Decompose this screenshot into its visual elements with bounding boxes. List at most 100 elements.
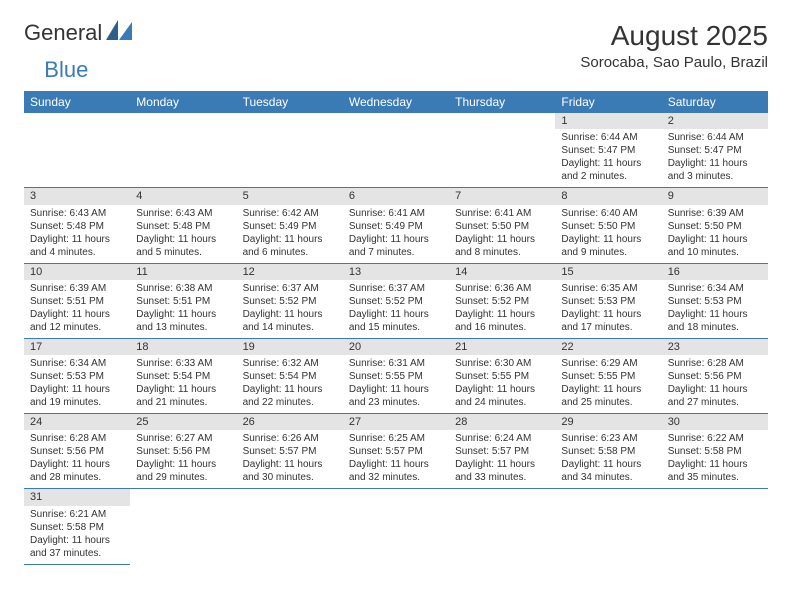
calendar-head: SundayMondayTuesdayWednesdayThursdayFrid… (24, 91, 768, 113)
calendar-cell: 5Sunrise: 6:42 AMSunset: 5:49 PMDaylight… (237, 188, 343, 263)
sunset-label: Sunset: (243, 296, 277, 307)
day-details: Sunrise: 6:37 AMSunset: 5:52 PMDaylight:… (343, 280, 449, 338)
day-number: 18 (130, 339, 236, 355)
sunrise-value: 6:36 AM (495, 283, 532, 294)
title-block: August 2025 Sorocaba, Sao Paulo, Brazil (580, 20, 768, 71)
sunrise-label: Sunrise: (668, 132, 705, 143)
daylight-label: Daylight: (668, 234, 707, 245)
calendar-cell: 2Sunrise: 6:44 AMSunset: 5:47 PMDaylight… (662, 113, 768, 188)
sunrise-value: 6:24 AM (495, 433, 532, 444)
calendar-body: 1Sunrise: 6:44 AMSunset: 5:47 PMDaylight… (24, 113, 768, 564)
daylight-label: Daylight: (30, 535, 69, 546)
day-details: Sunrise: 6:23 AMSunset: 5:58 PMDaylight:… (555, 430, 661, 488)
day-details: Sunrise: 6:41 AMSunset: 5:50 PMDaylight:… (449, 205, 555, 263)
sunrise-value: 6:23 AM (601, 433, 638, 444)
daylight-label: Daylight: (136, 384, 175, 395)
day-number: 3 (24, 188, 130, 204)
sunset-value: 5:58 PM (598, 446, 635, 457)
sunrise-label: Sunrise: (136, 283, 173, 294)
day-number: 17 (24, 339, 130, 355)
day-details: Sunrise: 6:28 AMSunset: 5:56 PMDaylight:… (662, 355, 768, 413)
calendar-cell: 12Sunrise: 6:37 AMSunset: 5:52 PMDayligh… (237, 263, 343, 338)
day-number: 26 (237, 414, 343, 430)
sunset-value: 5:53 PM (598, 296, 635, 307)
sunset-label: Sunset: (455, 296, 489, 307)
daylight-label: Daylight: (30, 234, 69, 245)
calendar-cell: 15Sunrise: 6:35 AMSunset: 5:53 PMDayligh… (555, 263, 661, 338)
daylight-label: Daylight: (561, 234, 600, 245)
dow-header: Friday (555, 91, 661, 113)
day-number: 10 (24, 264, 130, 280)
dow-header: Tuesday (237, 91, 343, 113)
day-details: Sunrise: 6:32 AMSunset: 5:54 PMDaylight:… (237, 355, 343, 413)
sunrise-label: Sunrise: (455, 433, 492, 444)
day-details: Sunrise: 6:26 AMSunset: 5:57 PMDaylight:… (237, 430, 343, 488)
day-number: 24 (24, 414, 130, 430)
sunrise-value: 6:43 AM (176, 208, 213, 219)
day-number: 29 (555, 414, 661, 430)
day-details: Sunrise: 6:34 AMSunset: 5:53 PMDaylight:… (24, 355, 130, 413)
calendar-cell: 3Sunrise: 6:43 AMSunset: 5:48 PMDaylight… (24, 188, 130, 263)
sunset-label: Sunset: (243, 221, 277, 232)
day-number: 8 (555, 188, 661, 204)
daylight-label: Daylight: (349, 384, 388, 395)
sunrise-label: Sunrise: (349, 208, 386, 219)
daylight-label: Daylight: (455, 384, 494, 395)
sunset-value: 5:50 PM (704, 221, 741, 232)
sunset-label: Sunset: (30, 371, 64, 382)
sunset-value: 5:57 PM (492, 446, 529, 457)
calendar-cell: 20Sunrise: 6:31 AMSunset: 5:55 PMDayligh… (343, 338, 449, 413)
sunset-label: Sunset: (136, 221, 170, 232)
sunrise-value: 6:40 AM (601, 208, 638, 219)
daylight-label: Daylight: (349, 234, 388, 245)
logo-text-blue: Blue (44, 57, 88, 83)
sunrise-value: 6:21 AM (69, 509, 106, 520)
sunset-value: 5:48 PM (67, 221, 104, 232)
calendar-cell-empty (343, 113, 449, 188)
daylight-label: Daylight: (136, 459, 175, 470)
day-details: Sunrise: 6:36 AMSunset: 5:52 PMDaylight:… (449, 280, 555, 338)
sunrise-value: 6:35 AM (601, 283, 638, 294)
sunrise-value: 6:28 AM (69, 433, 106, 444)
daylight-label: Daylight: (136, 309, 175, 320)
sunset-value: 5:56 PM (173, 446, 210, 457)
day-number: 5 (237, 188, 343, 204)
sunrise-value: 6:31 AM (388, 358, 425, 369)
sunset-value: 5:55 PM (492, 371, 529, 382)
day-number: 6 (343, 188, 449, 204)
sunrise-value: 6:25 AM (388, 433, 425, 444)
calendar-cell: 6Sunrise: 6:41 AMSunset: 5:49 PMDaylight… (343, 188, 449, 263)
calendar-cell: 29Sunrise: 6:23 AMSunset: 5:58 PMDayligh… (555, 414, 661, 489)
calendar-row: 3 Sunrise: 6:43 AM Sunset: 5:48 PM Daylight… (24, 188, 768, 263)
calendar-cell: 31Sunrise: 6:21 AMSunset: 5:58 PMDayligh… (24, 489, 130, 564)
day-number: 19 (237, 339, 343, 355)
sunset-value: 5:53 PM (67, 371, 104, 382)
day-details: Sunrise: 6:21 AMSunset: 5:58 PMDaylight:… (24, 506, 130, 564)
dow-header: Wednesday (343, 91, 449, 113)
calendar-cell-empty (449, 489, 555, 564)
sunrise-value: 6:27 AM (176, 433, 213, 444)
day-details: Sunrise: 6:25 AMSunset: 5:57 PMDaylight:… (343, 430, 449, 488)
sunset-label: Sunset: (349, 296, 383, 307)
dow-header: Saturday (662, 91, 768, 113)
sunrise-value: 6:39 AM (69, 283, 106, 294)
daylight-label: Daylight: (561, 459, 600, 470)
daylight-label: Daylight: (668, 384, 707, 395)
calendar-cell: 28Sunrise: 6:24 AMSunset: 5:57 PMDayligh… (449, 414, 555, 489)
calendar-cell: 9Sunrise: 6:39 AMSunset: 5:50 PMDaylight… (662, 188, 768, 263)
logo: General (24, 20, 132, 46)
daylight-label: Daylight: (561, 384, 600, 395)
sunrise-label: Sunrise: (455, 283, 492, 294)
sunset-label: Sunset: (30, 221, 64, 232)
sunset-label: Sunset: (243, 446, 277, 457)
calendar-cell: 10Sunrise: 6:39 AMSunset: 5:51 PMDayligh… (24, 263, 130, 338)
sunrise-value: 6:43 AM (69, 208, 106, 219)
sunrise-label: Sunrise: (455, 358, 492, 369)
sunrise-label: Sunrise: (668, 208, 705, 219)
calendar-cell-empty (237, 489, 343, 564)
calendar-cell: 16Sunrise: 6:34 AMSunset: 5:53 PMDayligh… (662, 263, 768, 338)
sunset-label: Sunset: (668, 446, 702, 457)
sunset-value: 5:53 PM (704, 296, 741, 307)
sunrise-value: 6:29 AM (601, 358, 638, 369)
sunset-value: 5:50 PM (598, 221, 635, 232)
